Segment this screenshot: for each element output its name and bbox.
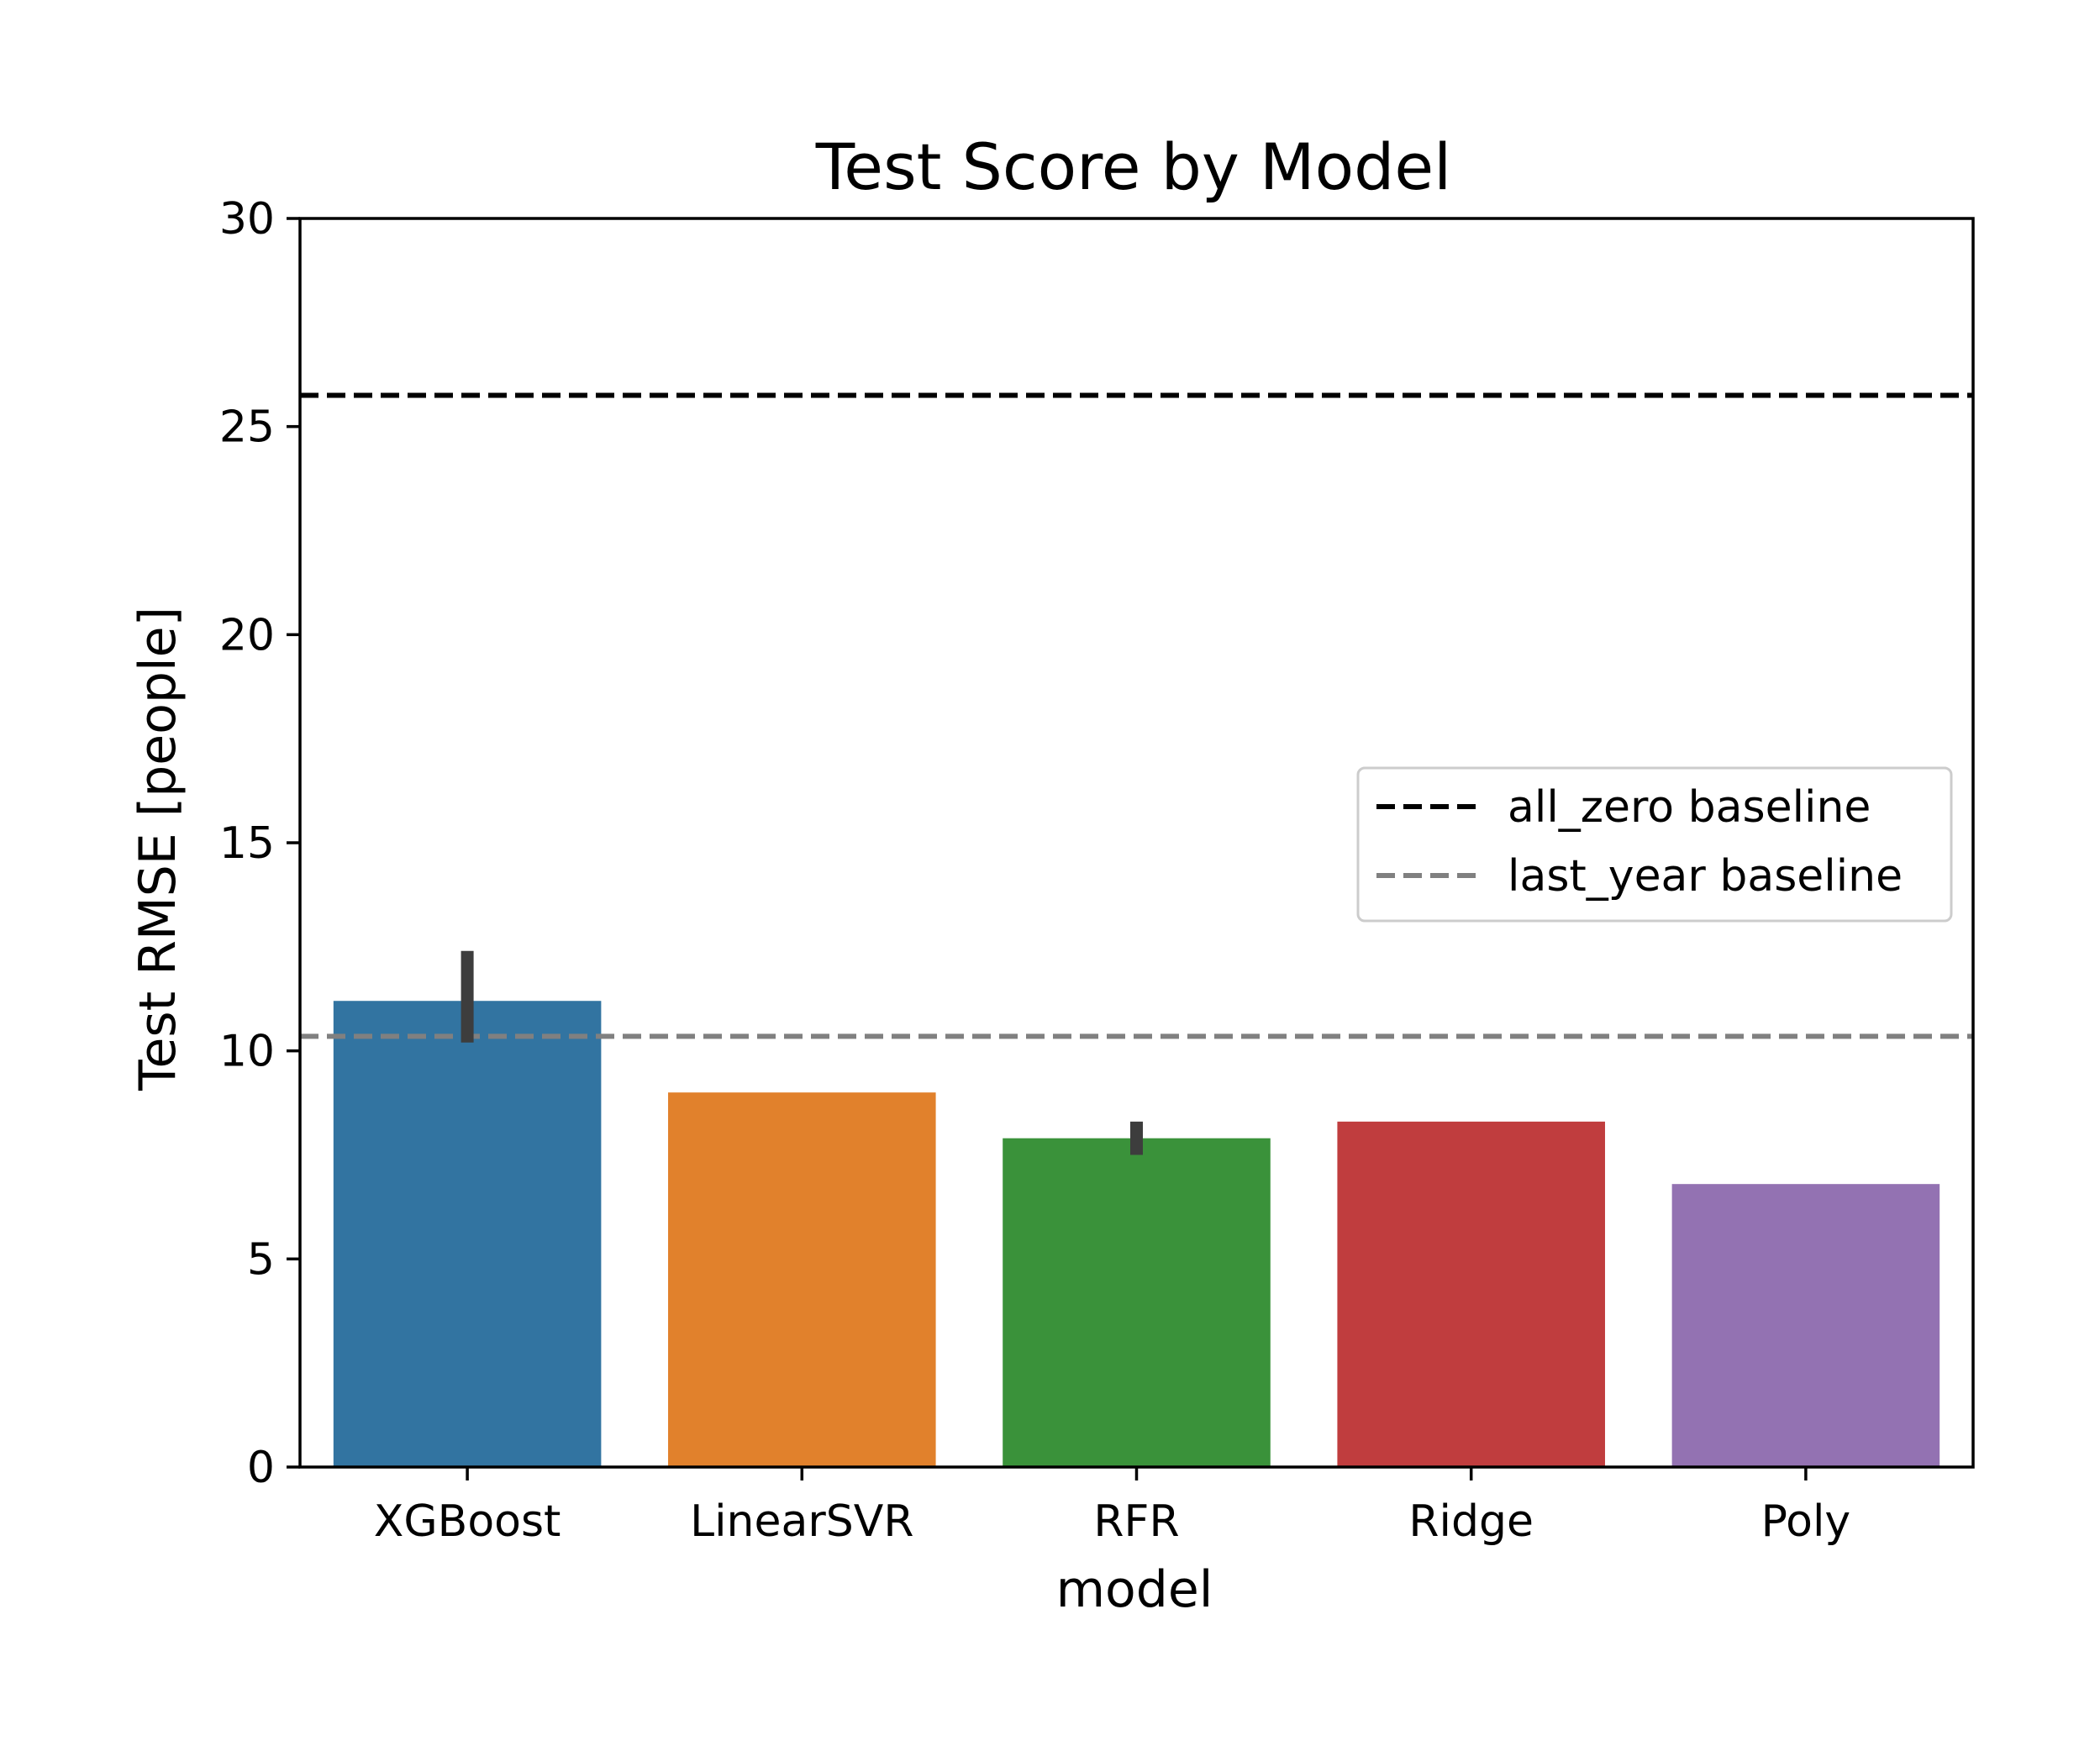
x-tick-label: Poly <box>1761 1496 1851 1547</box>
y-tick-label: 20 <box>219 610 275 660</box>
bar-linearsvr <box>668 1092 936 1467</box>
y-axis-label: Test RMSE [people] <box>129 607 187 1091</box>
x-axis: XGBoost LinearSVR RFR Ridge Poly <box>374 1467 1850 1547</box>
x-tick-label: XGBoost <box>374 1496 561 1547</box>
x-tick-label: RFR <box>1093 1496 1179 1547</box>
bar-rfr <box>1003 1138 1271 1467</box>
y-tick-label: 5 <box>247 1234 275 1285</box>
y-tick-label: 30 <box>219 194 275 245</box>
y-tick-label: 15 <box>219 818 275 869</box>
legend-box <box>1356 766 1953 923</box>
x-axis-label: model <box>1056 1560 1213 1619</box>
x-tick-label: LinearSVR <box>690 1496 913 1547</box>
x-tick-label: Ridge <box>1408 1496 1534 1547</box>
y-tick-label: 0 <box>247 1443 275 1493</box>
chart-title: Test Score by Model <box>815 129 1451 204</box>
y-tick-label: 25 <box>219 402 275 453</box>
baselines-group <box>300 392 1973 1039</box>
error-bars-group <box>461 950 1143 1155</box>
bar-ridge <box>1337 1121 1605 1467</box>
bar-poly <box>1671 1184 1940 1467</box>
legend: all_zero baseline last_year baseline <box>1356 766 1953 923</box>
bar-xgboost <box>333 1001 602 1467</box>
legend-label: last_year baseline <box>1508 851 1903 902</box>
y-axis: 0 5 10 15 20 25 30 <box>219 194 300 1493</box>
y-tick-label: 10 <box>219 1027 275 1077</box>
bars-group <box>333 1001 1940 1467</box>
legend-label: all_zero baseline <box>1508 782 1871 833</box>
